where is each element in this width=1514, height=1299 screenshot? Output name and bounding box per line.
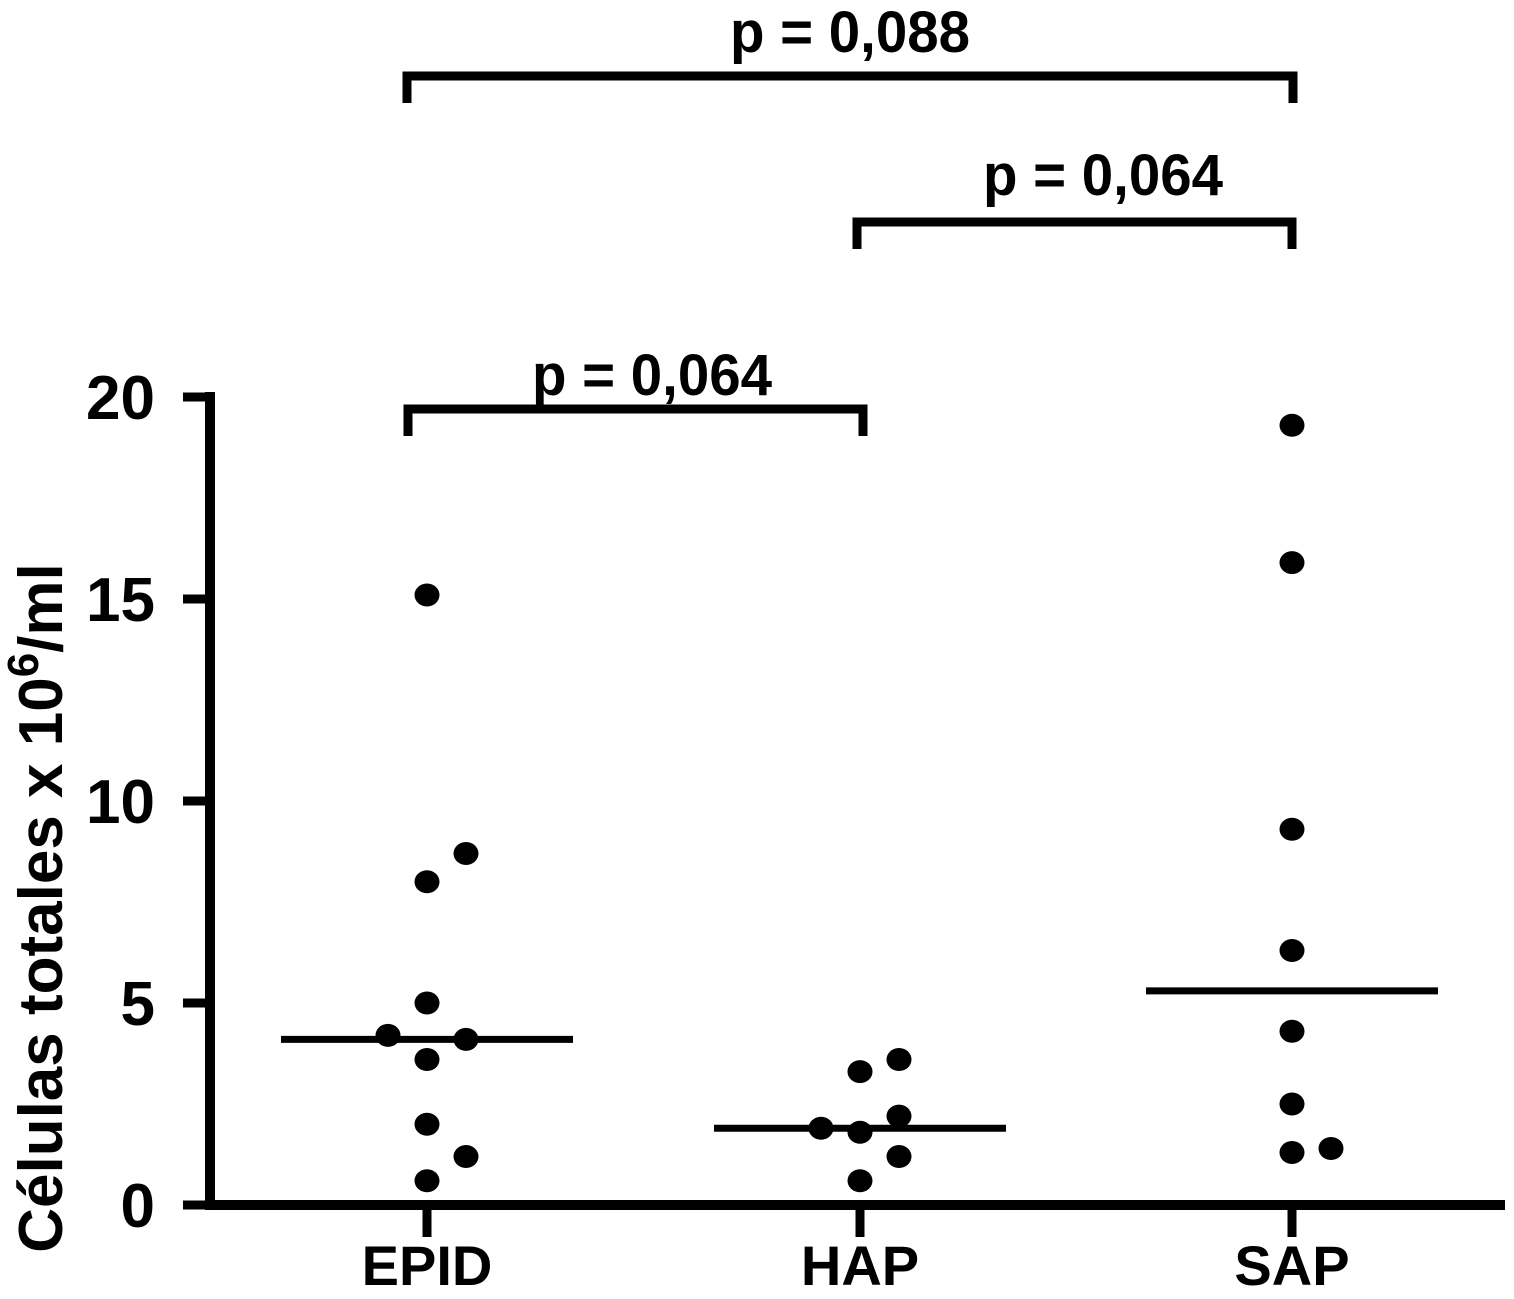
data-point [375,1023,401,1047]
x-axis-category-label: SAP [1234,1234,1349,1297]
data-point [847,1120,873,1144]
data-point [414,1048,440,1072]
data-point [886,1145,912,1169]
data-point [414,1112,440,1136]
data-point [808,1116,834,1140]
data-point [1279,938,1305,962]
data-point [453,1027,479,1051]
data-point [1279,1140,1305,1164]
significance-bracket [403,404,868,436]
p-value-label: p = 0,088 [730,0,970,65]
p-value-label: p = 0,064 [983,143,1223,208]
data-point [1279,817,1305,841]
data-point [453,1145,479,1169]
data-point [414,991,440,1015]
data-point [886,1104,912,1128]
data-point [847,1060,873,1084]
y-tick-label: 5 [121,970,155,1039]
p-value-label: p = 0,064 [532,343,772,408]
data-point [1279,551,1305,575]
y-axis-title: Células totales x 106/ml [0,563,76,1253]
y-tick-label: 15 [86,566,155,635]
x-axis-category-label: HAP [801,1234,919,1297]
data-point [1279,1019,1305,1043]
significance-bracket [402,71,1298,103]
y-tick-label: 20 [86,364,155,433]
y-tick-label: 10 [86,768,155,837]
data-point [1279,1092,1305,1116]
data-point [886,1048,912,1072]
data-point [1279,413,1305,437]
x-axis-category-label: EPID [362,1234,493,1297]
data-point [453,842,479,866]
data-point [414,583,440,607]
data-point [414,1169,440,1193]
data-point [847,1169,873,1193]
significance-bracket [852,217,1297,249]
y-tick-label: 0 [121,1172,155,1241]
data-point [1318,1136,1344,1160]
data-point [414,870,440,894]
